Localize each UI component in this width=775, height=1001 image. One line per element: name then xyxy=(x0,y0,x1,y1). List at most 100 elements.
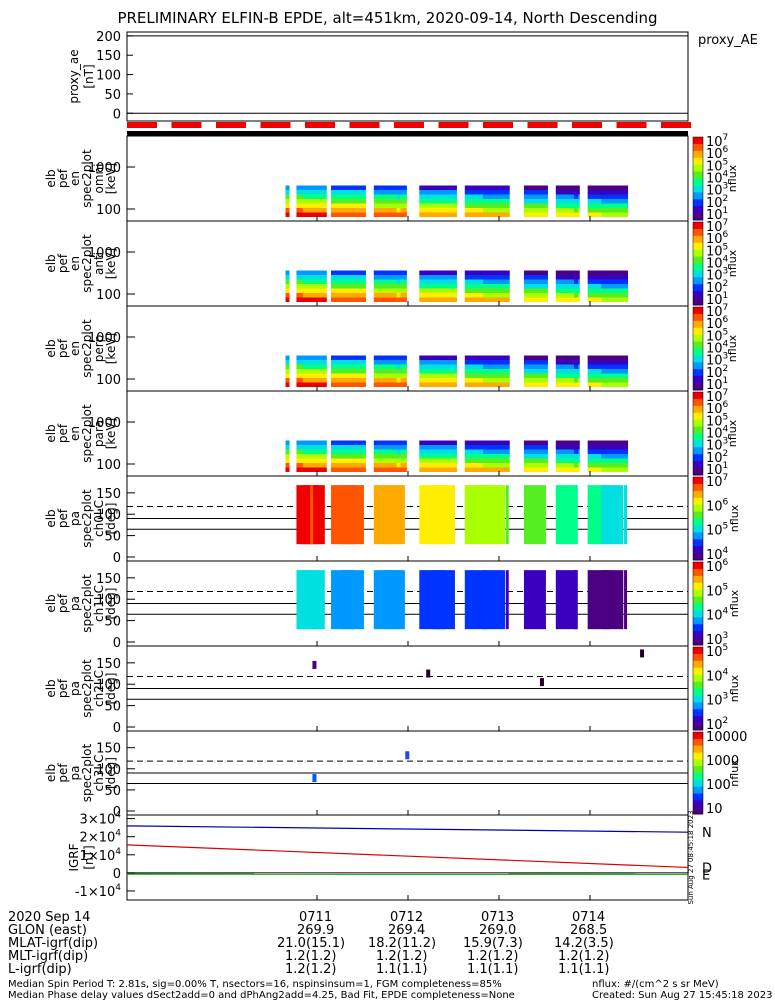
en_omni-pixel xyxy=(383,186,407,191)
pa_ch3-ytick-3: 150 xyxy=(96,742,121,757)
proxy-ae-ytick-3: 150 xyxy=(96,49,121,64)
en_para-colorbar-cell xyxy=(693,461,703,465)
en_para-colorbar-cell xyxy=(693,392,703,396)
en_perp-colorbar-cell xyxy=(693,359,703,363)
en_para-pixel xyxy=(524,463,548,468)
en_omni-pixel xyxy=(442,199,446,204)
en_anti-pixel xyxy=(506,271,510,276)
pa_ch0-colorbar-cell xyxy=(693,522,703,526)
pa_ch1-colorbar-cell xyxy=(693,562,703,566)
en_perp-pixel xyxy=(442,383,446,388)
en_para-pixel xyxy=(483,445,507,450)
science-zone-dash xyxy=(439,122,469,128)
data-coverage-bar xyxy=(127,131,688,136)
en_para-pixel xyxy=(310,468,314,473)
pa_ch1-colorbar-cell xyxy=(693,590,703,594)
en_omni-pixel xyxy=(574,190,578,195)
en_perp-colorbar-cell xyxy=(693,335,703,339)
en_perp-pixel xyxy=(483,369,507,374)
en_omni-pixel xyxy=(442,190,446,195)
en_perp-pixel xyxy=(624,356,628,361)
en_anti-colorbar-cell xyxy=(693,274,703,278)
en_anti-pixel xyxy=(506,289,510,294)
en_omni-colorbar-cell xyxy=(693,179,703,183)
pa_ch1-pixel xyxy=(303,570,325,629)
en_perp-colorbar-cell xyxy=(693,314,703,318)
en_para-pixel xyxy=(310,445,314,450)
en_anti-pixel xyxy=(574,289,578,294)
en_para-pixel xyxy=(286,463,290,468)
pa_ch0-pixel xyxy=(506,485,509,544)
en_omni-pixel xyxy=(624,190,628,195)
en_anti-pixel xyxy=(524,284,548,289)
en_para-pixel xyxy=(574,441,578,446)
pa_ch3-cb-tick-3: 10000 xyxy=(706,730,747,745)
en_para-pixel xyxy=(383,441,407,446)
rotated-timestamp: Sun Aug 27 08:45:18 2023 xyxy=(687,810,695,904)
en_perp-pixel xyxy=(506,369,510,374)
en_omni-colorbar-cell xyxy=(693,203,703,207)
pa_ch1-colorbar-cell xyxy=(693,624,703,628)
en_omni-colorbar-cell xyxy=(693,154,703,158)
pa_ch2-colorbar-cell xyxy=(693,720,703,724)
pa_ch1-colorbar-cell xyxy=(693,617,703,621)
en_omni-pixel xyxy=(310,190,314,195)
en_perp-pixel xyxy=(601,378,625,383)
en_para-pixel xyxy=(397,441,401,446)
en_omni-colorbar-cell xyxy=(693,206,703,210)
en_anti-pixel xyxy=(483,298,507,303)
en_omni-pixel xyxy=(286,213,290,218)
en_perp-pixel xyxy=(442,369,446,374)
pa_ch2-colorbar-cell xyxy=(693,689,703,693)
proxy-ae-ylabel-unit: [nT] xyxy=(82,64,96,88)
en_anti-colorbar-cell xyxy=(693,260,703,264)
en_perp-pixel xyxy=(506,360,510,365)
en_perp-pixel xyxy=(483,383,507,388)
en_omni-pixel xyxy=(286,190,290,195)
pa_ch0-ytick-3: 150 xyxy=(96,487,121,502)
en_anti-pixel xyxy=(442,280,446,285)
en_anti-pixel xyxy=(351,275,355,280)
en_perp-pixel xyxy=(442,356,446,361)
pa_ch1-cb-tick-2: 105 xyxy=(706,582,728,599)
en_perp-pixel xyxy=(303,374,327,379)
pa_ch0-pixel xyxy=(351,485,354,544)
pa_ch0-pixel xyxy=(574,485,577,544)
en_omni-pixel xyxy=(310,186,314,191)
pa_ch1-ytick-3: 150 xyxy=(96,572,121,587)
en_para-pixel xyxy=(624,441,628,446)
pa_ch2-colorbar-cell xyxy=(693,702,703,706)
pa_ch2-ytick-0: 0 xyxy=(113,721,121,736)
en_omni-pixel xyxy=(483,190,507,195)
en_anti-pixel xyxy=(524,289,548,294)
en_para-pixel xyxy=(286,450,290,455)
en_perp-pixel xyxy=(286,356,290,361)
en_anti-colorbar-cell xyxy=(693,284,703,288)
en_anti-colorbar-cell xyxy=(693,229,703,233)
en_para-colorbar-cell xyxy=(693,416,703,420)
en_para-colorbar-cell xyxy=(693,399,703,403)
pa_ch0-colorbar-cell xyxy=(693,501,703,505)
en_para-pixel xyxy=(397,463,401,468)
en_perp-pixel xyxy=(506,356,510,361)
en_para-pixel xyxy=(351,450,355,455)
en_omni-pixel xyxy=(397,190,401,195)
en_perp-pixel xyxy=(397,360,401,365)
en_omni-pixel xyxy=(483,213,507,218)
en_perp-colorbar-cell xyxy=(693,331,703,335)
pa_ch2-colorbar-cell xyxy=(693,654,703,658)
en_perp-pixel xyxy=(483,374,507,379)
en_para-pixel xyxy=(624,454,628,459)
en_perp-colorbar-cell xyxy=(693,307,703,311)
en_perp-pixel xyxy=(310,378,314,383)
en_anti-pixel xyxy=(303,271,327,276)
en_anti-colorbar-cell xyxy=(693,295,703,299)
en_para-pixel xyxy=(601,441,625,446)
en_perp-pixel xyxy=(624,374,628,379)
pa_ch2-colorbar-cell xyxy=(693,675,703,679)
en_omni-colorbar-cell xyxy=(693,144,703,148)
en_omni-pixel xyxy=(351,190,355,195)
en_para-pixel xyxy=(303,459,327,464)
en_perp-pixel xyxy=(483,356,507,361)
